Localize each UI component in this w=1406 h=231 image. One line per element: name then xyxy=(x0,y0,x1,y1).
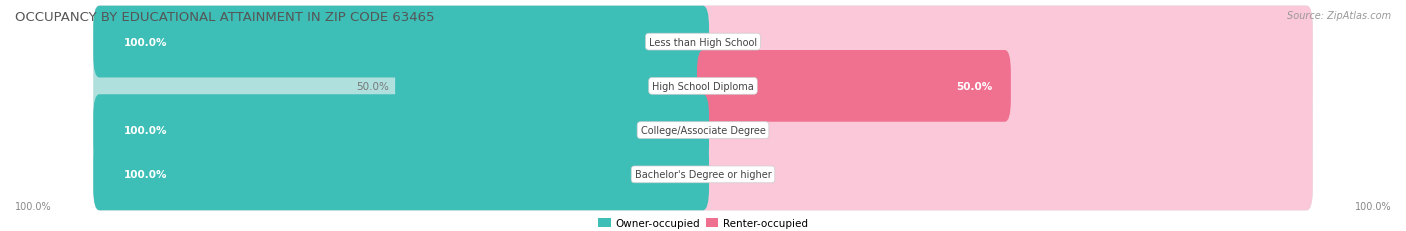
Text: 100.0%: 100.0% xyxy=(1354,201,1391,211)
Text: 100.0%: 100.0% xyxy=(15,201,52,211)
FancyBboxPatch shape xyxy=(395,51,709,122)
Text: High School Diploma: High School Diploma xyxy=(652,82,754,91)
FancyBboxPatch shape xyxy=(93,51,1313,122)
Text: 0.0%: 0.0% xyxy=(716,126,741,136)
Text: College/Associate Degree: College/Associate Degree xyxy=(641,126,765,136)
FancyBboxPatch shape xyxy=(697,51,1011,122)
FancyBboxPatch shape xyxy=(93,139,1313,210)
Text: 50.0%: 50.0% xyxy=(956,82,993,91)
Text: 50.0%: 50.0% xyxy=(356,82,389,91)
FancyBboxPatch shape xyxy=(93,139,709,210)
Text: 0.0%: 0.0% xyxy=(716,37,741,47)
FancyBboxPatch shape xyxy=(93,95,709,166)
Text: 100.0%: 100.0% xyxy=(124,37,167,47)
FancyBboxPatch shape xyxy=(93,95,709,166)
Text: Source: ZipAtlas.com: Source: ZipAtlas.com xyxy=(1286,11,1391,21)
Legend: Owner-occupied, Renter-occupied: Owner-occupied, Renter-occupied xyxy=(595,214,811,231)
FancyBboxPatch shape xyxy=(93,7,709,78)
FancyBboxPatch shape xyxy=(93,7,1313,78)
FancyBboxPatch shape xyxy=(697,51,1313,122)
Text: 100.0%: 100.0% xyxy=(124,126,167,136)
FancyBboxPatch shape xyxy=(93,7,709,78)
Text: 100.0%: 100.0% xyxy=(124,170,167,179)
Text: Bachelor's Degree or higher: Bachelor's Degree or higher xyxy=(634,170,772,179)
FancyBboxPatch shape xyxy=(93,51,709,122)
FancyBboxPatch shape xyxy=(697,95,1313,166)
FancyBboxPatch shape xyxy=(93,95,1313,166)
Text: Less than High School: Less than High School xyxy=(650,37,756,47)
FancyBboxPatch shape xyxy=(697,139,1313,210)
Text: 0.0%: 0.0% xyxy=(716,170,741,179)
FancyBboxPatch shape xyxy=(93,139,709,210)
Text: OCCUPANCY BY EDUCATIONAL ATTAINMENT IN ZIP CODE 63465: OCCUPANCY BY EDUCATIONAL ATTAINMENT IN Z… xyxy=(15,11,434,24)
FancyBboxPatch shape xyxy=(697,7,1313,78)
